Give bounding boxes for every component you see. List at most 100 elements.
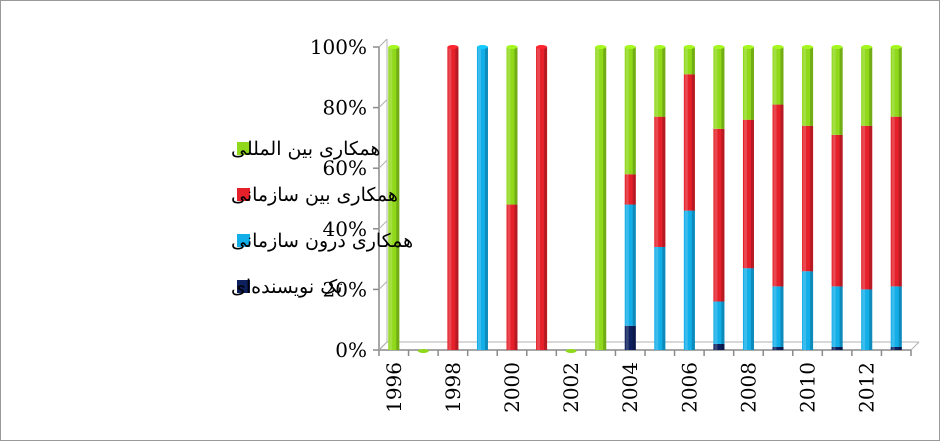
bar-segment-highlight (389, 47, 393, 350)
bar-segment-side (632, 47, 636, 175)
bar-segment-side (662, 47, 666, 117)
axes (373, 38, 920, 356)
bar-cap (476, 45, 488, 49)
bar-segment-side (396, 47, 400, 350)
bar-segment (890, 286, 902, 347)
bar-segment-highlight (537, 47, 541, 350)
bar-segment-highlight (891, 346, 895, 350)
y-tick-label: 60% (323, 156, 367, 180)
bar-segment-side (839, 47, 843, 135)
bar-segment-side (780, 346, 784, 350)
bar-segment (536, 47, 548, 350)
bar-segment-highlight (625, 47, 629, 175)
legend-swatch (237, 142, 250, 155)
bar-segment-side (780, 47, 784, 105)
bar-segment-highlight (655, 47, 659, 117)
bar-segment (506, 47, 518, 205)
bar-segment-highlight (832, 286, 836, 347)
bar-segment-highlight (862, 125, 866, 290)
legend: همکاری بین المللی همکاری بین سازمانی همکار… (231, 138, 413, 298)
bar-segment (654, 47, 666, 117)
bar-segment-highlight (684, 47, 688, 75)
bar-segment (595, 47, 607, 350)
bar-segment-side (721, 301, 725, 344)
bar-cap (713, 45, 725, 49)
bar-segment (654, 246, 666, 350)
bar-segment (831, 346, 843, 350)
bar-cap (388, 45, 400, 49)
bar-segment (861, 125, 873, 290)
bar-segment-highlight (625, 204, 629, 326)
bar-segment-highlight (684, 210, 688, 350)
bar-segment (742, 268, 754, 350)
y-tick-depth (378, 220, 388, 230)
floor-right-edge (910, 341, 920, 351)
x-tick-label: 2004 (618, 362, 642, 413)
y-tick-label: 40% (323, 217, 367, 241)
bar-segment (624, 47, 636, 175)
bar-segment-highlight (655, 116, 659, 247)
legend-label: همکاری بین سازمانی (231, 184, 398, 206)
bar-segment (890, 47, 902, 117)
bar-segment-highlight (714, 343, 718, 350)
bars (388, 45, 902, 353)
x-tick-label: 2000 (500, 362, 524, 413)
bar-segment-side (750, 268, 754, 350)
bar-segment (890, 116, 902, 287)
bar-segment-side (484, 47, 488, 350)
bar-segment-highlight (832, 346, 836, 350)
bar-segment (624, 204, 636, 326)
bar-segment-side (898, 116, 902, 287)
bar-segment-highlight (891, 116, 895, 287)
y-tick-label: 0% (335, 338, 367, 362)
bar-segment (683, 47, 695, 75)
y-tick-depth (378, 38, 388, 48)
bar-segment-highlight (862, 289, 866, 350)
bar-segment-side (721, 343, 725, 350)
bar-segment-highlight (803, 47, 807, 126)
bar-segment-side (869, 125, 873, 290)
bar-segment-side (810, 47, 814, 126)
bar-segment (772, 286, 784, 347)
y-tick-depth (378, 99, 388, 108)
bar-segment-highlight (714, 301, 718, 344)
bar-segment-side (898, 346, 902, 350)
bar-segment-side (632, 325, 636, 350)
bar-segment-highlight (832, 47, 836, 135)
x-tick-label: 2002 (559, 362, 583, 413)
bar-cap (831, 45, 843, 49)
bar-segment-highlight (832, 134, 836, 287)
bar-segment-side (691, 74, 695, 211)
bar-segment-highlight (625, 325, 629, 350)
bar-segment-side (721, 47, 725, 129)
x-tick-label: 1996 (382, 362, 406, 413)
bar-segment-highlight (684, 74, 688, 211)
empty-bar-stub (417, 349, 429, 353)
bar-segment-side (780, 286, 784, 347)
bar-segment-highlight (448, 47, 452, 350)
bar-segment-side (514, 47, 518, 205)
legend-swatch (237, 188, 250, 201)
bar-segment-highlight (803, 125, 807, 272)
bar-segment-side (839, 286, 843, 347)
bar-segment-highlight (507, 204, 511, 350)
bar-segment-side (780, 104, 784, 287)
bar-segment-highlight (862, 47, 866, 126)
bar-segment (802, 47, 814, 126)
bar-cap (536, 45, 548, 49)
bar-segment-side (898, 47, 902, 117)
bar-segment (388, 47, 400, 350)
bar-cap (654, 45, 666, 49)
bar-cap (861, 45, 873, 49)
bar-segment-highlight (743, 47, 747, 120)
bar-segment-highlight (891, 286, 895, 347)
bar-segment (802, 271, 814, 350)
y-tick-depth (378, 341, 388, 351)
bar-segment-highlight (803, 271, 807, 350)
bar-segment (683, 210, 695, 350)
bar-segment-highlight (773, 104, 777, 287)
bar-segment (861, 289, 873, 350)
bar-segment (654, 116, 666, 247)
bar-cap (802, 45, 814, 49)
